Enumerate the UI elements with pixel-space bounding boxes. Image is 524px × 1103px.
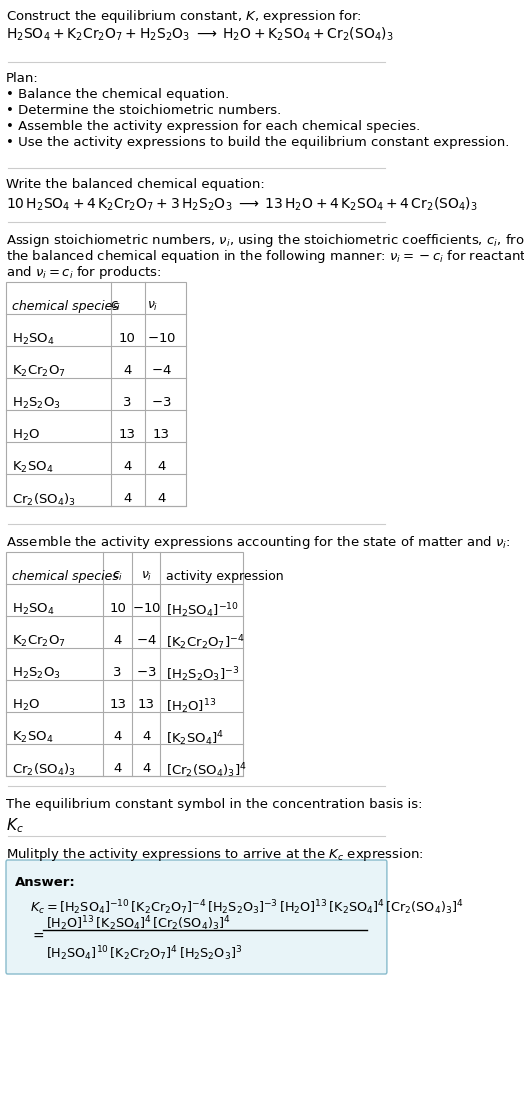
FancyBboxPatch shape [6,860,387,974]
Text: $\text{Cr}_2(\text{SO}_4)_3$: $\text{Cr}_2(\text{SO}_4)_3$ [12,761,76,778]
Text: the balanced chemical equation in the following manner: $\nu_i = -c_i$ for react: the balanced chemical equation in the fo… [6,248,524,265]
Text: $[\text{H}_2\text{S}_2\text{O}_3]^{-3}$: $[\text{H}_2\text{S}_2\text{O}_3]^{-3}$ [167,665,240,684]
Text: $\text{K}_2\text{SO}_4$: $\text{K}_2\text{SO}_4$ [12,729,53,745]
Text: $K_c = [\text{H}_2\text{SO}_4]^{-10}\, [\text{K}_2\text{Cr}_2\text{O}_7]^{-4}\, : $K_c = [\text{H}_2\text{SO}_4]^{-10}\, [… [30,898,464,917]
Text: and $\nu_i = c_i$ for products:: and $\nu_i = c_i$ for products: [6,264,161,281]
Text: $[\text{Cr}_2(\text{SO}_4)_3]^4$: $[\text{Cr}_2(\text{SO}_4)_3]^4$ [167,761,247,780]
Text: 13: 13 [119,428,136,440]
Text: Answer:: Answer: [15,876,76,889]
Text: • Assemble the activity expression for each chemical species.: • Assemble the activity expression for e… [6,120,420,133]
Text: $10\,\text{H}_2\text{SO}_4 + 4\,\text{K}_2\text{Cr}_2\text{O}_7 + 3\,\text{H}_2\: $10\,\text{H}_2\text{SO}_4 + 4\,\text{K}… [6,196,478,213]
Text: $\text{H}_2\text{S}_2\text{O}_3$: $\text{H}_2\text{S}_2\text{O}_3$ [12,396,61,410]
Text: 4: 4 [114,633,122,646]
Text: 4: 4 [157,460,166,472]
Text: $\nu_i$: $\nu_i$ [147,300,158,312]
Text: chemical species: chemical species [12,569,119,582]
Text: $\text{K}_2\text{Cr}_2\text{O}_7$: $\text{K}_2\text{Cr}_2\text{O}_7$ [12,364,66,378]
Text: $[\text{K}_2\text{SO}_4]^4$: $[\text{K}_2\text{SO}_4]^4$ [167,729,225,748]
Text: $-10$: $-10$ [147,332,176,344]
Text: $-10$: $-10$ [132,601,161,614]
Text: 10: 10 [119,332,136,344]
Text: 4: 4 [114,761,122,774]
Bar [6,552,243,777]
Text: 13: 13 [138,697,155,710]
Text: 13: 13 [109,697,126,710]
Text: $c_i$: $c_i$ [112,569,123,582]
Text: • Balance the chemical equation.: • Balance the chemical equation. [6,88,229,101]
Text: chemical species: chemical species [12,300,119,312]
Text: $[\text{K}_2\text{Cr}_2\text{O}_7]^{-4}$: $[\text{K}_2\text{Cr}_2\text{O}_7]^{-4}$ [167,633,245,652]
Text: $-4$: $-4$ [136,633,157,646]
Text: $\text{K}_2\text{Cr}_2\text{O}_7$: $\text{K}_2\text{Cr}_2\text{O}_7$ [12,633,66,649]
Text: 4: 4 [142,729,150,742]
Text: $\text{H}_2\text{SO}_4 + \text{K}_2\text{Cr}_2\text{O}_7 + \text{H}_2\text{S}_2\: $\text{H}_2\text{SO}_4 + \text{K}_2\text… [6,26,394,43]
Text: $-4$: $-4$ [151,364,171,376]
Text: $-3$: $-3$ [136,665,157,678]
Text: 3: 3 [123,396,132,408]
Text: Plan:: Plan: [6,72,39,85]
Text: Assemble the activity expressions accounting for the state of matter and $\nu_i$: Assemble the activity expressions accoun… [6,534,511,552]
Text: $[\text{H}_2\text{SO}_4]^{10}\, [\text{K}_2\text{Cr}_2\text{O}_7]^4\, [\text{H}_: $[\text{H}_2\text{SO}_4]^{10}\, [\text{K… [47,944,243,963]
Text: 4: 4 [123,460,132,472]
Text: $[\text{H}_2\text{O}]^{13}$: $[\text{H}_2\text{O}]^{13}$ [167,697,217,716]
Text: $\text{H}_2\text{O}$: $\text{H}_2\text{O}$ [12,697,40,713]
Text: Write the balanced chemical equation:: Write the balanced chemical equation: [6,178,265,191]
Text: $[\text{H}_2\text{O}]^{13}\, [\text{K}_2\text{SO}_4]^4\, [\text{Cr}_2(\text{SO}_: $[\text{H}_2\text{O}]^{13}\, [\text{K}_2… [47,914,231,933]
Text: 13: 13 [152,428,170,440]
Text: • Determine the stoichiometric numbers.: • Determine the stoichiometric numbers. [6,104,281,117]
Text: $\text{H}_2\text{S}_2\text{O}_3$: $\text{H}_2\text{S}_2\text{O}_3$ [12,665,61,681]
Text: $-3$: $-3$ [151,396,171,408]
Text: 4: 4 [114,729,122,742]
Text: Mulitply the activity expressions to arrive at the $K_c$ expression:: Mulitply the activity expressions to arr… [6,846,424,863]
Text: $[\text{H}_2\text{SO}_4]^{-10}$: $[\text{H}_2\text{SO}_4]^{-10}$ [167,601,239,620]
Text: $\text{Cr}_2(\text{SO}_4)_3$: $\text{Cr}_2(\text{SO}_4)_3$ [12,492,76,507]
Text: $K_c$: $K_c$ [6,816,24,835]
Text: Assign stoichiometric numbers, $\nu_i$, using the stoichiometric coefficients, $: Assign stoichiometric numbers, $\nu_i$, … [6,232,524,249]
Text: activity expression: activity expression [167,569,284,582]
Text: The equilibrium constant symbol in the concentration basis is:: The equilibrium constant symbol in the c… [6,797,422,811]
Text: 10: 10 [110,601,126,614]
Text: $\text{H}_2\text{SO}_4$: $\text{H}_2\text{SO}_4$ [12,601,54,617]
Text: 4: 4 [142,761,150,774]
Text: 4: 4 [123,364,132,376]
Text: 4: 4 [123,492,132,504]
Text: $\text{K}_2\text{SO}_4$: $\text{K}_2\text{SO}_4$ [12,460,53,474]
Text: Construct the equilibrium constant, $K$, expression for:: Construct the equilibrium constant, $K$,… [6,8,362,25]
Text: $=$: $=$ [30,928,45,942]
Bar [6,282,186,506]
Text: • Use the activity expressions to build the equilibrium constant expression.: • Use the activity expressions to build … [6,136,509,149]
Text: 4: 4 [157,492,166,504]
Text: $\text{H}_2\text{O}$: $\text{H}_2\text{O}$ [12,428,40,442]
Text: $c_i$: $c_i$ [110,300,121,312]
Text: $\text{H}_2\text{SO}_4$: $\text{H}_2\text{SO}_4$ [12,332,54,346]
Text: $\nu_i$: $\nu_i$ [140,569,152,582]
Text: 3: 3 [114,665,122,678]
